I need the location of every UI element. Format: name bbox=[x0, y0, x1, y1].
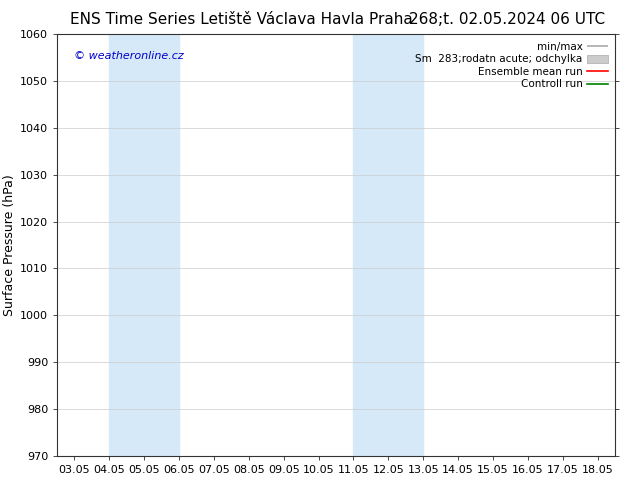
Text: 268;t. 02.05.2024 06 UTC: 268;t. 02.05.2024 06 UTC bbox=[409, 12, 605, 27]
Bar bbox=[354, 34, 424, 456]
Bar bbox=[110, 34, 179, 456]
Text: ENS Time Series Letiště Václava Havla Praha: ENS Time Series Letiště Václava Havla Pr… bbox=[70, 12, 412, 27]
Legend: min/max, Sm  283;rodatn acute; odchylka, Ensemble mean run, Controll run: min/max, Sm 283;rodatn acute; odchylka, … bbox=[413, 40, 610, 92]
Y-axis label: Surface Pressure (hPa): Surface Pressure (hPa) bbox=[3, 174, 16, 316]
Text: © weatheronline.cz: © weatheronline.cz bbox=[74, 51, 184, 61]
